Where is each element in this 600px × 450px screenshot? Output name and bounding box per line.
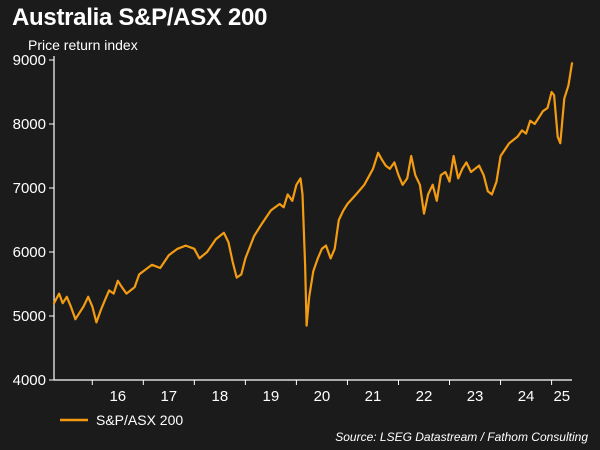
legend: S&P/ASX 200 <box>60 412 183 428</box>
y-tick-label: 9000 <box>13 52 46 69</box>
x-tick-label: 16 <box>109 388 126 405</box>
y-tick-label: 6000 <box>13 244 46 261</box>
x-tick-label: 22 <box>416 388 433 405</box>
chart-subtitle: Price return index <box>28 37 138 53</box>
x-tick-label: 18 <box>212 388 229 405</box>
x-tick-label: 19 <box>263 388 280 405</box>
axis-layer: 4000 5000 6000 7000 8000 9000 16 17 18 19 20 21 22 23… <box>13 52 572 405</box>
series-line-asx200 <box>52 62 574 327</box>
legend-label: S&P/ASX 200 <box>96 412 183 428</box>
y-tick-label: 5000 <box>13 308 46 325</box>
y-tick-label: 8000 <box>13 116 46 133</box>
y-tick-label: 4000 <box>13 372 46 389</box>
chart-title: Australia S&P/ASX 200 <box>12 4 268 31</box>
x-tick-label: 24 <box>518 388 535 405</box>
x-tick-label: 20 <box>314 388 331 405</box>
series-layer <box>52 62 574 327</box>
y-tick-label: 7000 <box>13 180 46 197</box>
x-tick-label: 25 <box>553 388 570 405</box>
source-note: Source: LSEG Datastream / Fathom Consult… <box>335 430 588 444</box>
x-tick-label: 21 <box>365 388 382 405</box>
x-tick-label: 17 <box>160 388 177 405</box>
x-tick-label: 23 <box>467 388 484 405</box>
